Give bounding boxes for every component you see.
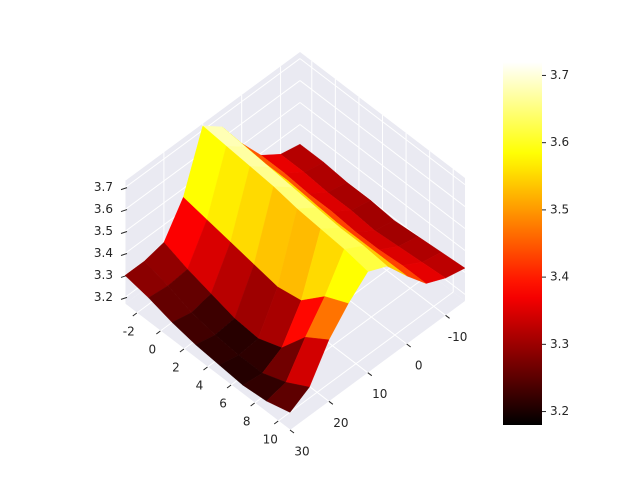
tick-mark: [120, 296, 128, 300]
tick-mark: [226, 384, 232, 389]
y-tick-label: 30: [294, 445, 309, 459]
tick-mark: [273, 420, 279, 425]
tick-mark: [120, 209, 128, 213]
tick-mark: [367, 372, 373, 377]
grid-line: [299, 80, 466, 207]
tick-mark: [445, 314, 450, 319]
x-tick-label: 0: [149, 343, 157, 357]
x-tick-label: 8: [243, 415, 251, 429]
grid-line: [124, 58, 301, 188]
tick-mark: [203, 366, 208, 371]
y-tick-label: 0: [415, 359, 423, 373]
colorbar-tick-label: 3.7: [550, 68, 569, 82]
grid-line: [299, 102, 466, 229]
tick-mark: [250, 402, 255, 407]
x-tick-label: -2: [123, 325, 135, 339]
tick-mark: [406, 343, 411, 348]
y-tick-label: 20: [333, 416, 348, 430]
y-tick-label: -10: [448, 330, 468, 344]
grid-line: [277, 291, 454, 422]
tick-mark: [179, 348, 185, 353]
tick-mark: [120, 231, 128, 234]
tick-mark: [328, 400, 334, 405]
colorbar-tick-label: 3.3: [550, 337, 569, 351]
tick-mark: [289, 429, 295, 434]
tick-mark: [132, 312, 138, 317]
z-tick-label: 3.5: [94, 224, 113, 238]
tick-mark: [120, 253, 128, 256]
y-tick-label: 10: [372, 387, 387, 401]
grid-line: [299, 124, 466, 251]
x-tick-label: 4: [196, 379, 204, 393]
tick-mark: [120, 187, 128, 191]
x-tick-label: 6: [219, 397, 227, 411]
colorbar-tick-label: 3.5: [550, 202, 569, 216]
x-tick-label: 10: [263, 433, 278, 447]
z-tick-label: 3.7: [94, 180, 113, 194]
z-tick-label: 3.4: [94, 246, 113, 260]
colorbar-tick-label: 3.2: [550, 404, 569, 418]
z-tick-label: 3.3: [94, 268, 113, 282]
x-tick-label: 2: [172, 361, 180, 375]
z-tick-label: 3.2: [94, 290, 113, 304]
surface-facet: [266, 382, 310, 413]
z-tick-label: 3.6: [94, 202, 113, 216]
colorbar-tick-label: 3.6: [550, 135, 569, 149]
grid-line: [299, 58, 466, 185]
tick-mark: [156, 330, 161, 335]
colorbar-tick-label: 3.4: [550, 270, 569, 284]
colorbar: [503, 62, 542, 425]
